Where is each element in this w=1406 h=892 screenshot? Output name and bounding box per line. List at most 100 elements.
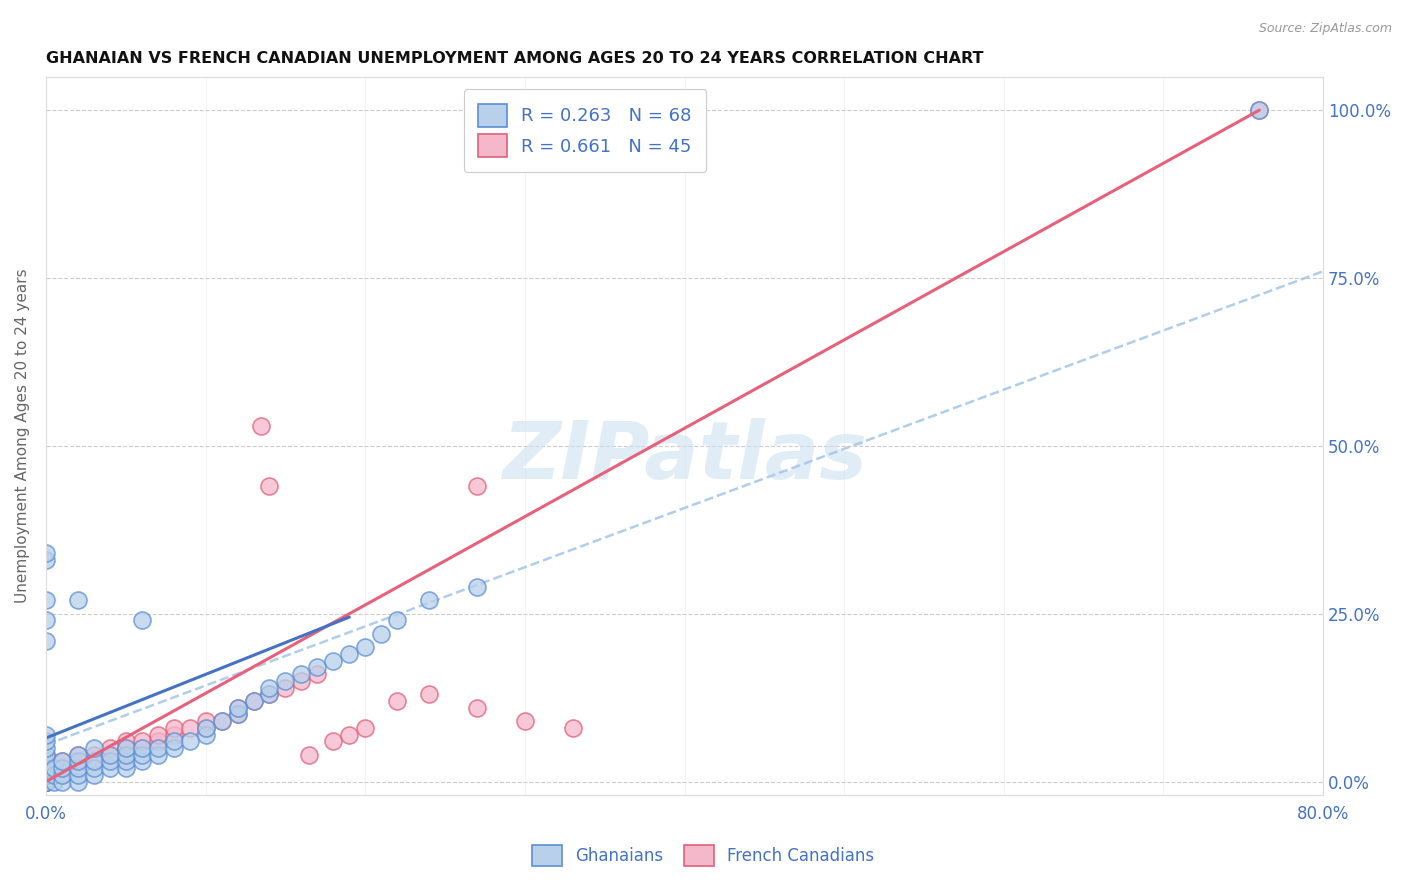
Point xyxy=(98,747,121,762)
Point xyxy=(1249,103,1271,117)
Point xyxy=(146,747,169,762)
Point xyxy=(307,667,329,681)
Point xyxy=(307,660,329,674)
Point xyxy=(226,700,249,714)
Point xyxy=(42,761,65,775)
Point xyxy=(274,681,297,695)
Point xyxy=(35,768,58,782)
Point xyxy=(35,728,58,742)
Point xyxy=(114,734,136,748)
Point xyxy=(561,721,583,735)
Point xyxy=(259,479,281,493)
Point xyxy=(290,673,312,688)
Point xyxy=(66,593,89,607)
Point xyxy=(98,761,121,775)
Point xyxy=(114,747,136,762)
Point xyxy=(66,747,89,762)
Point xyxy=(418,593,440,607)
Point xyxy=(51,761,73,775)
Point xyxy=(83,755,105,769)
Point xyxy=(194,714,217,729)
Point xyxy=(66,747,89,762)
Point xyxy=(131,747,153,762)
Point xyxy=(194,721,217,735)
Point xyxy=(242,694,264,708)
Point xyxy=(163,728,186,742)
Point xyxy=(211,714,233,729)
Point xyxy=(259,681,281,695)
Point xyxy=(131,741,153,756)
Text: Source: ZipAtlas.com: Source: ZipAtlas.com xyxy=(1258,22,1392,36)
Point xyxy=(298,747,321,762)
Point xyxy=(322,734,344,748)
Point xyxy=(83,761,105,775)
Point xyxy=(51,768,73,782)
Point xyxy=(66,761,89,775)
Point xyxy=(35,774,58,789)
Point xyxy=(35,774,58,789)
Point xyxy=(35,774,58,789)
Point xyxy=(114,741,136,756)
Point xyxy=(83,755,105,769)
Point xyxy=(66,755,89,769)
Point xyxy=(250,418,273,433)
Point xyxy=(51,768,73,782)
Point xyxy=(66,774,89,789)
Point xyxy=(114,747,136,762)
Point xyxy=(274,673,297,688)
Point xyxy=(163,734,186,748)
Point xyxy=(114,741,136,756)
Point xyxy=(146,728,169,742)
Point xyxy=(418,687,440,701)
Legend: Ghanaians, French Canadians: Ghanaians, French Canadians xyxy=(523,837,883,875)
Point xyxy=(35,761,58,775)
Point xyxy=(51,774,73,789)
Point xyxy=(35,768,58,782)
Point xyxy=(259,687,281,701)
Legend: R = 0.263   N = 68, R = 0.661   N = 45: R = 0.263 N = 68, R = 0.661 N = 45 xyxy=(464,89,706,171)
Point xyxy=(98,755,121,769)
Point xyxy=(66,755,89,769)
Point xyxy=(35,774,58,789)
Point xyxy=(98,747,121,762)
Point xyxy=(465,479,488,493)
Point xyxy=(35,553,58,567)
Point xyxy=(226,707,249,722)
Point xyxy=(51,755,73,769)
Point xyxy=(83,741,105,756)
Point xyxy=(51,761,73,775)
Text: GHANAIAN VS FRENCH CANADIAN UNEMPLOYMENT AMONG AGES 20 TO 24 YEARS CORRELATION C: GHANAIAN VS FRENCH CANADIAN UNEMPLOYMENT… xyxy=(46,51,983,66)
Point xyxy=(131,734,153,748)
Point xyxy=(35,633,58,648)
Point xyxy=(163,721,186,735)
Point xyxy=(35,774,58,789)
Point xyxy=(83,747,105,762)
Point xyxy=(35,768,58,782)
Point xyxy=(35,755,58,769)
Point xyxy=(465,103,488,117)
Point xyxy=(131,755,153,769)
Point xyxy=(51,755,73,769)
Point xyxy=(337,647,360,661)
Point xyxy=(385,614,408,628)
Text: ZIPatlas: ZIPatlas xyxy=(502,418,868,496)
Point xyxy=(354,640,377,655)
Point xyxy=(1249,103,1271,117)
Point xyxy=(146,734,169,748)
Point xyxy=(35,755,58,769)
Point xyxy=(163,741,186,756)
Point xyxy=(35,593,58,607)
Point xyxy=(226,700,249,714)
Point xyxy=(131,741,153,756)
Point xyxy=(35,734,58,748)
Point xyxy=(42,774,65,789)
Point xyxy=(35,741,58,756)
Point xyxy=(370,627,392,641)
Point xyxy=(35,774,58,789)
Point xyxy=(35,614,58,628)
Point xyxy=(194,721,217,735)
Point xyxy=(337,728,360,742)
Point xyxy=(513,714,536,729)
Point xyxy=(290,667,312,681)
Point xyxy=(35,546,58,560)
